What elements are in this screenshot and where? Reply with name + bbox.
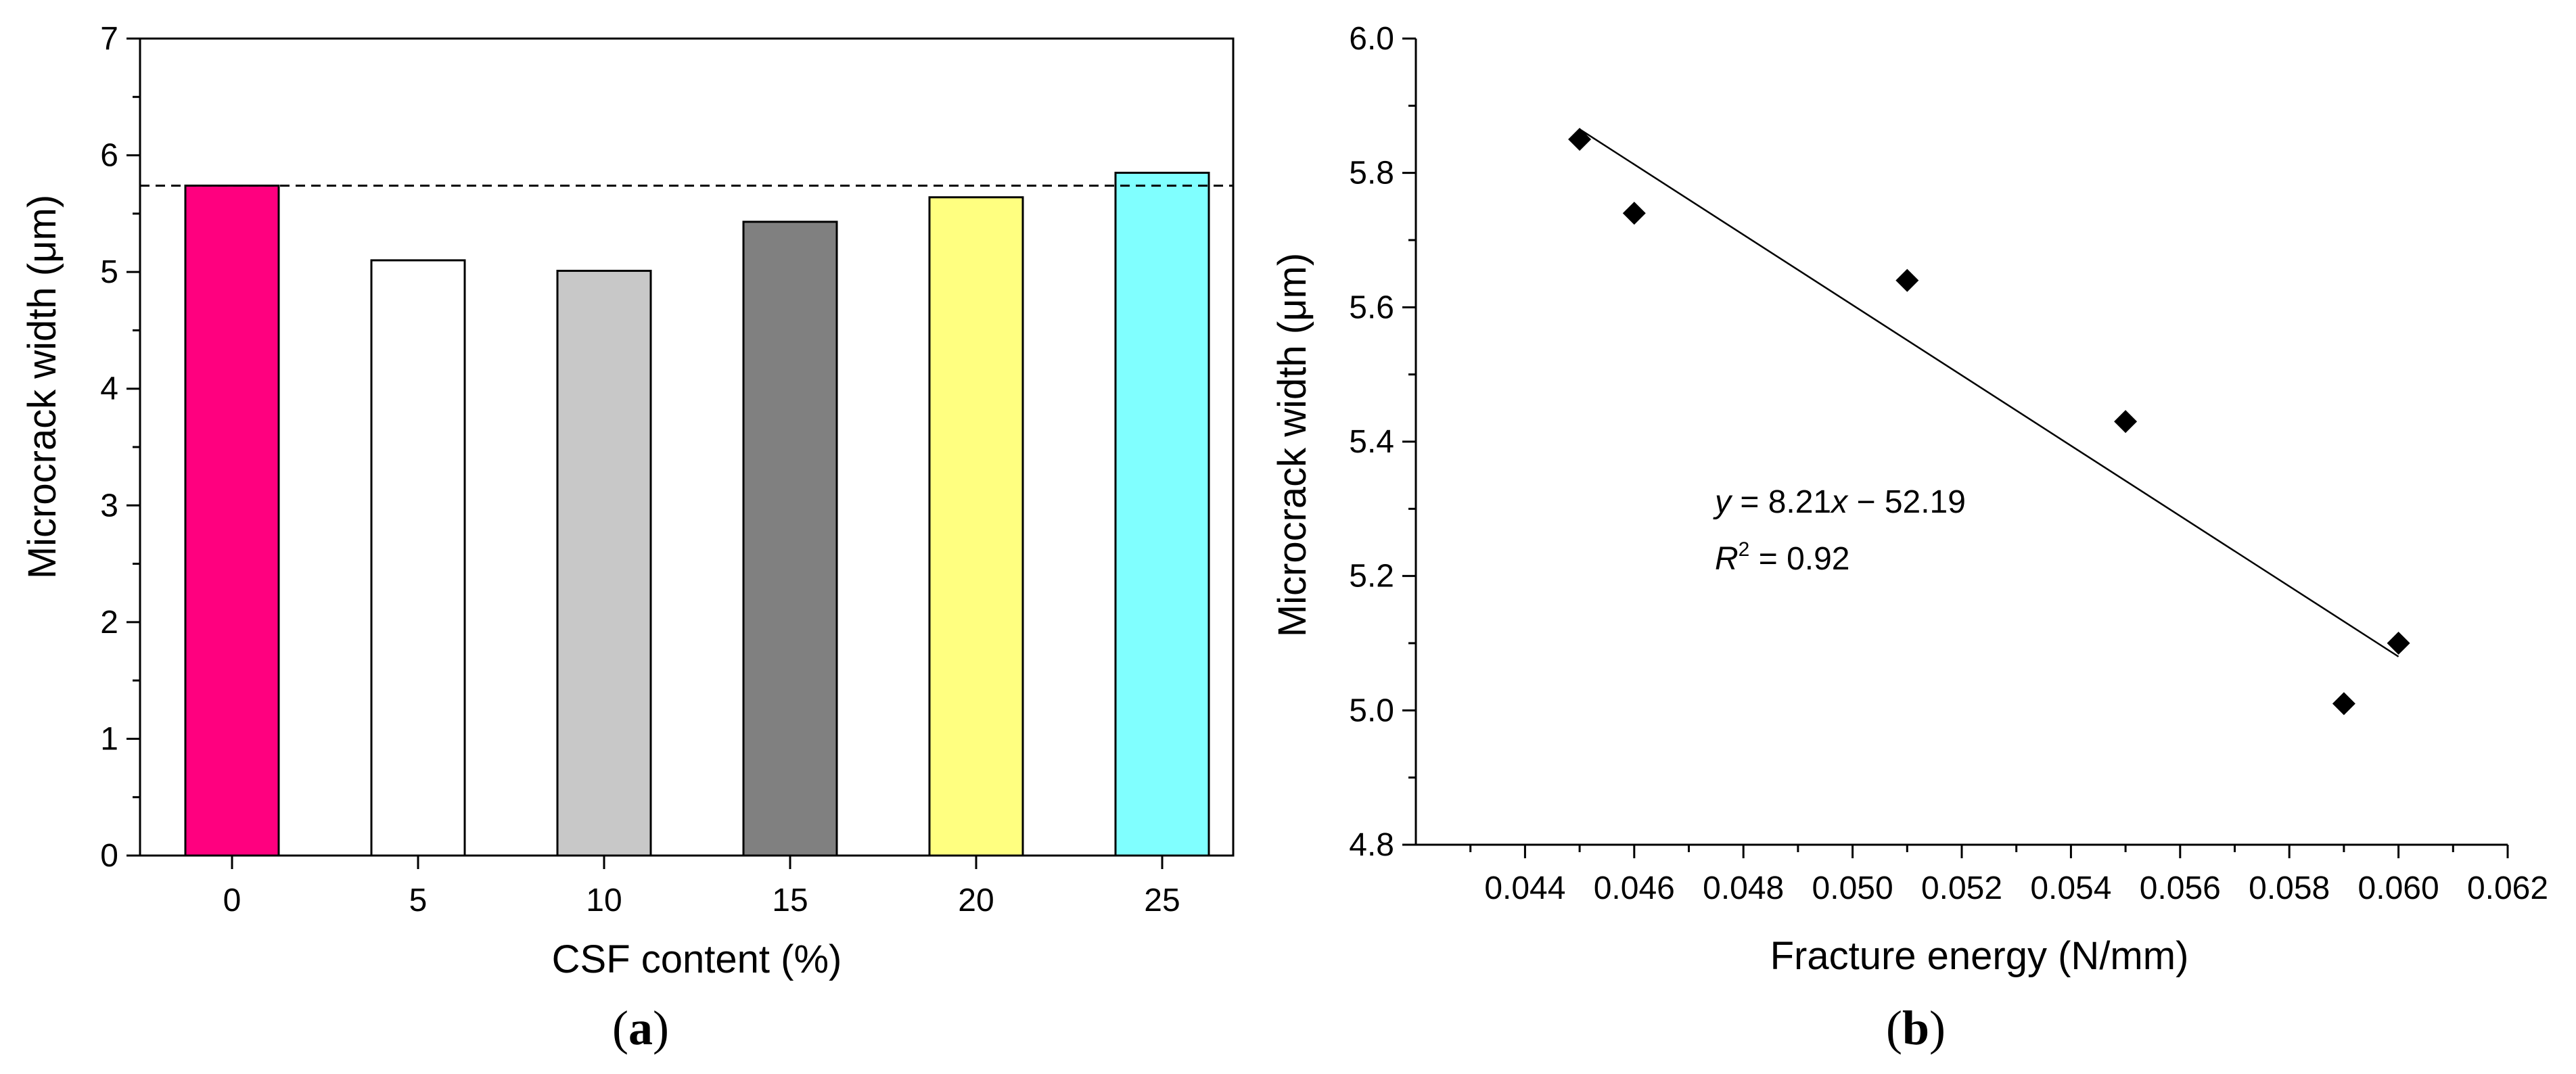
panel-a-x-tick-label: 15 bbox=[772, 883, 808, 918]
panel-b-x-ticks: 0.044 0.046 0.048 0.050 0.052 0.054 0.056 0.058… bbox=[1469, 845, 2548, 906]
panel-a-x-tick-label: 25 bbox=[1144, 883, 1180, 918]
panel-a-bar-0 bbox=[184, 184, 280, 857]
panel-b-x-tick-label: 0.054 bbox=[2030, 870, 2111, 906]
panel-a-x-tick-label: 20 bbox=[958, 883, 994, 918]
panel-b-fit-equation: y = 8.21x − 52.19 bbox=[1713, 484, 1966, 520]
panel-a-bars bbox=[184, 171, 1210, 857]
panel-b-point-3 bbox=[1895, 268, 1919, 292]
panel-b-y-tick-label: 5.4 bbox=[1349, 424, 1394, 460]
panel-a-x-axis-title: CSF content (%) bbox=[552, 937, 842, 981]
panel-b-label: (b) bbox=[1886, 1001, 1946, 1055]
panel-b-x-tick-label: 0.046 bbox=[1594, 870, 1675, 906]
panel-a-bar-10 bbox=[556, 269, 652, 857]
panel-b-fit-line bbox=[1579, 129, 2399, 657]
panel-b-point-2 bbox=[1622, 202, 1646, 225]
panel-b-x-tick-label: 0.052 bbox=[1921, 870, 2002, 906]
panel-b-x-tick-label: 0.058 bbox=[2249, 870, 2330, 906]
panel-a-bar-chart: 0 1 2 3 4 5 6 7 0 5 10 15 20 25 Microcrack width (μm… bbox=[20, 21, 1235, 1055]
panel-a-x-tick-label: 10 bbox=[586, 883, 622, 918]
panel-b-scatter-chart: 4.85.05.25.45.65.86.0 0.044 0.046 0.048 0.0… bbox=[1270, 21, 2548, 1055]
panel-b-y-tick-label: 6.0 bbox=[1349, 21, 1394, 57]
panel-b-point-5 bbox=[2332, 692, 2355, 716]
panel-b-x-tick-label: 0.048 bbox=[1703, 870, 1784, 906]
panel-a-label: (a) bbox=[612, 1001, 669, 1055]
panel-b-point-1 bbox=[1568, 128, 1592, 151]
panel-a-bar-15 bbox=[742, 220, 838, 857]
panel-a-x-tick-label: 5 bbox=[409, 883, 428, 918]
panel-b-y-axis-title: Microcrack width (μm) bbox=[1270, 253, 1314, 637]
panel-b-y-tick-label: 5.2 bbox=[1349, 559, 1394, 594]
panel-b-y-tick-label: 5.0 bbox=[1349, 693, 1394, 728]
panel-b-x-tick-label: 0.050 bbox=[1812, 870, 1893, 906]
panel-a-bar-5 bbox=[370, 259, 466, 857]
panel-a-y-axis-title: Microcrack width (μm) bbox=[20, 195, 64, 579]
panel-b-point-4 bbox=[2114, 410, 2138, 434]
panel-a-y-tick-label: 7 bbox=[100, 21, 118, 57]
panel-b-x-tick-label: 0.062 bbox=[2467, 870, 2548, 906]
panel-b-x-axis-title: Fracture energy (N/mm) bbox=[1770, 934, 2189, 978]
panel-a-y-tick-label: 4 bbox=[100, 371, 118, 407]
panel-a-bar-20 bbox=[928, 196, 1024, 857]
panel-b-axes bbox=[1414, 39, 2508, 846]
panel-a-bar-25 bbox=[1114, 171, 1210, 857]
panel-b-x-tick-label: 0.044 bbox=[1484, 870, 1565, 906]
panel-b-y-tick-label: 5.6 bbox=[1349, 289, 1394, 325]
panel-b-x-tick-label: 0.060 bbox=[2358, 870, 2439, 906]
panel-b-x-tick-label: 0.056 bbox=[2140, 870, 2221, 906]
panel-a-y-tick-label: 2 bbox=[100, 605, 118, 640]
panel-b-y-ticks: 4.8 5.0 5.2 5.4 5.6 5.8 6.0 bbox=[1349, 21, 1416, 863]
panel-a-y-tick-label: 6 bbox=[100, 138, 118, 174]
panel-a-y-tick-label: 0 bbox=[100, 838, 118, 874]
panel-a-plot-frame bbox=[139, 37, 1235, 857]
panel-b-y-tick-label: 4.8 bbox=[1349, 827, 1394, 863]
panel-a-y-tick-label: 3 bbox=[100, 488, 118, 523]
panel-a-x-ticks: 0 5 10 15 20 25 bbox=[223, 856, 1180, 918]
panel-b-data-points bbox=[1568, 128, 2410, 716]
panel-b-point-6 bbox=[2387, 632, 2410, 655]
panel-b-y-tick-label: 5.8 bbox=[1349, 156, 1394, 191]
panel-b-r-squared: R2 = 0.92 bbox=[1715, 538, 1849, 577]
panel-a-y-ticks: 0 1 2 3 4 5 6 7 bbox=[100, 21, 140, 874]
panel-a-y-tick-label: 1 bbox=[100, 721, 118, 757]
panel-a-y-tick-label: 5 bbox=[100, 254, 118, 290]
panel-a-x-tick-label: 0 bbox=[223, 883, 242, 918]
